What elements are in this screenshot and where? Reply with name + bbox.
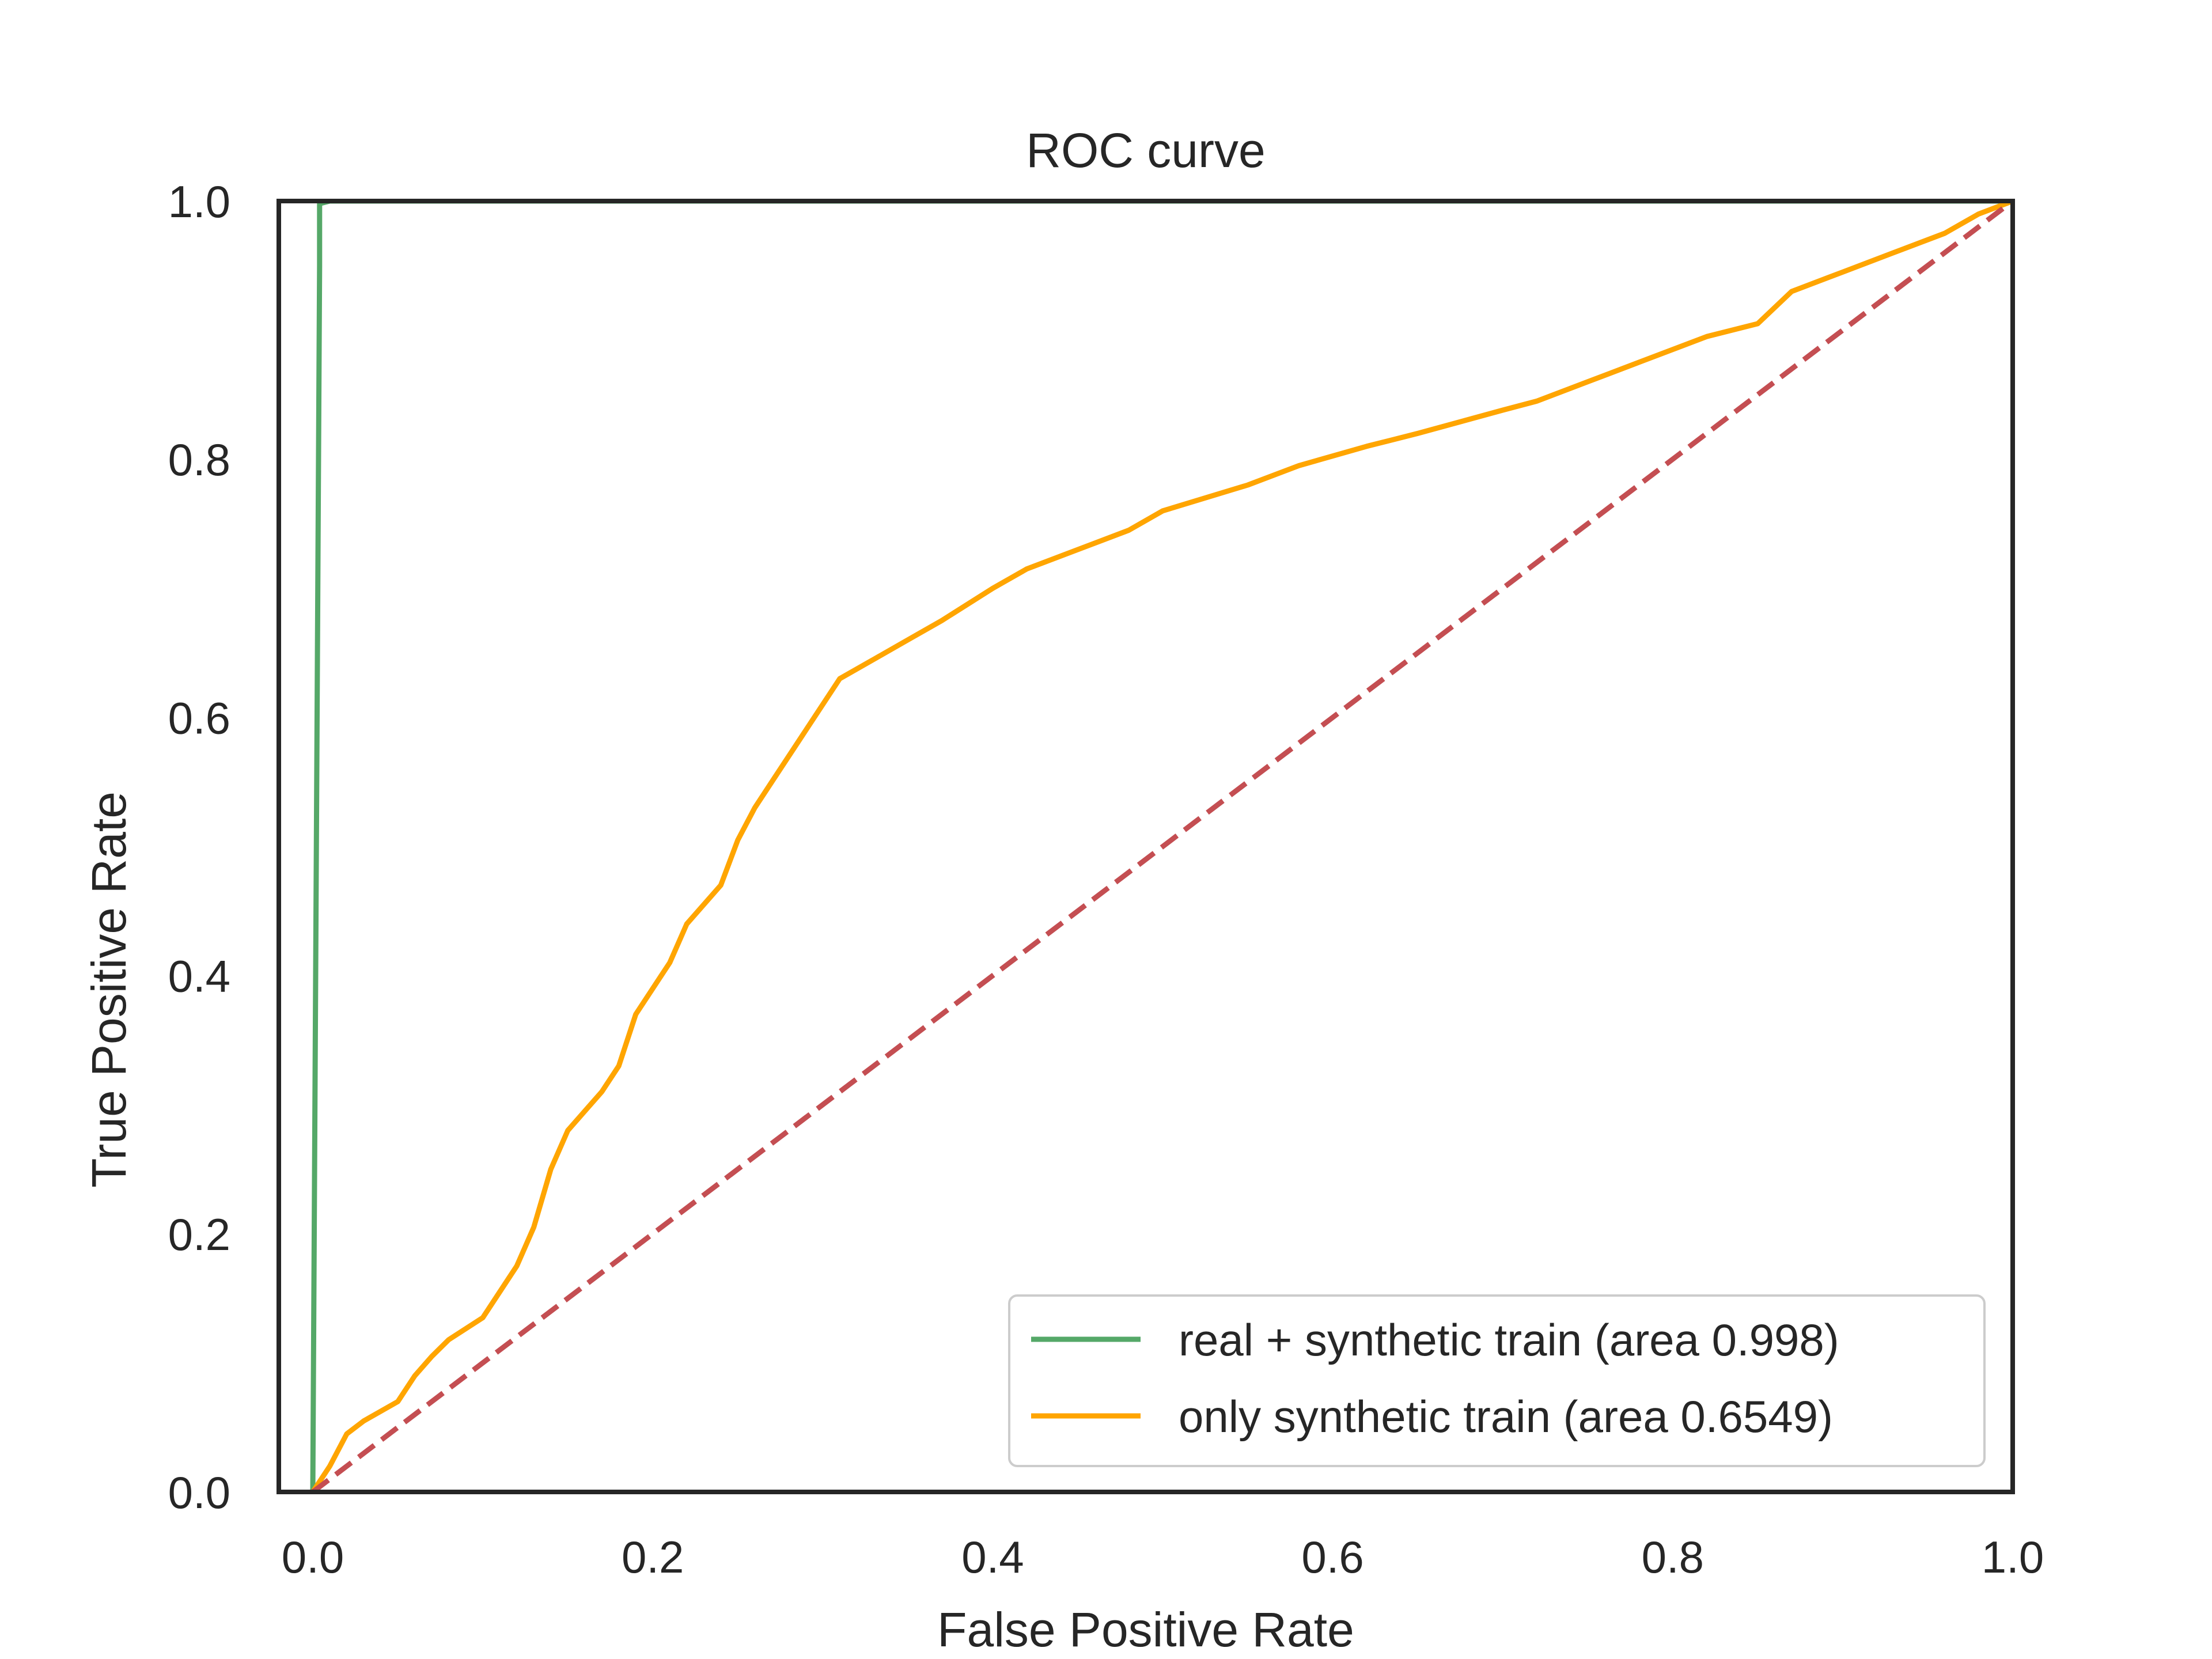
y-tick-label: 0.8 xyxy=(168,434,230,485)
y-axis-ticks: 0.0 0.2 0.4 0.6 0.8 1.0 xyxy=(168,176,230,1518)
y-tick-label: 0.0 xyxy=(168,1467,230,1518)
y-tick-label: 0.4 xyxy=(168,951,230,1002)
plot-area xyxy=(310,201,2013,1492)
legend-box xyxy=(1008,1294,1986,1467)
series-line-2 xyxy=(311,201,2013,1492)
x-tick-label: 0.6 xyxy=(1301,1532,1363,1582)
x-tick-label: 0.0 xyxy=(282,1532,344,1582)
x-tick-label: 0.4 xyxy=(961,1532,1024,1582)
x-axis-label: False Positive Rate xyxy=(937,1603,1354,1657)
y-axis-label: True Positive Rate xyxy=(82,791,136,1188)
y-tick-label: 0.6 xyxy=(168,692,230,743)
legend-label-0: real + synthetic train (area 0.998) xyxy=(1179,1315,1839,1365)
y-tick-label: 0.2 xyxy=(168,1209,230,1260)
chart-title: ROC curve xyxy=(1026,123,1265,177)
legend: real + synthetic train (area 0.998) only … xyxy=(1008,1294,1986,1467)
x-tick-label: 0.2 xyxy=(622,1532,684,1582)
y-tick-label: 1.0 xyxy=(168,176,230,227)
x-axis-ticks: 0.0 0.2 0.4 0.6 0.8 1.0 xyxy=(282,1532,2044,1582)
legend-label-1: only synthetic train (area 0.6549) xyxy=(1179,1391,1833,1442)
x-tick-label: 1.0 xyxy=(1982,1532,2044,1582)
plot-frame xyxy=(276,199,2015,1494)
series-line-1 xyxy=(310,201,2013,1492)
series-line-0 xyxy=(310,201,2013,1492)
x-tick-label: 0.8 xyxy=(1642,1532,1704,1582)
